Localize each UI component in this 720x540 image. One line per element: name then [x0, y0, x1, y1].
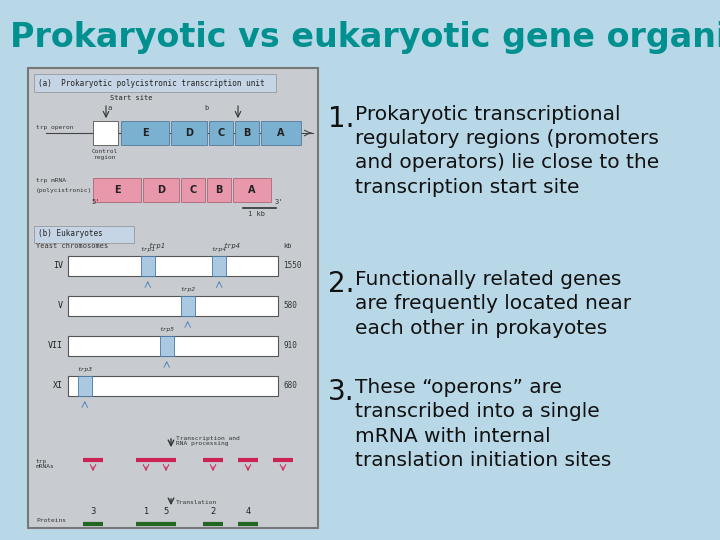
- Text: trp1: trp1: [140, 247, 156, 252]
- Text: 680: 680: [283, 381, 297, 390]
- Text: Functionally related genes
are frequently located near
each other in prokayotes: Functionally related genes are frequentl…: [355, 270, 631, 338]
- Bar: [207, 178, 231, 202]
- Text: trp1: trp1: [148, 243, 165, 249]
- Bar: [34, 74, 276, 92]
- Text: D: D: [185, 128, 193, 138]
- Text: trp3: trp3: [77, 367, 92, 372]
- Text: Translation: Translation: [176, 500, 217, 504]
- Text: b: b: [204, 105, 208, 111]
- Text: a: a: [108, 105, 112, 111]
- Bar: [181, 178, 205, 202]
- Bar: [121, 121, 169, 145]
- Text: C: C: [189, 185, 197, 195]
- Text: 2: 2: [210, 508, 215, 516]
- Bar: [93, 178, 141, 202]
- Bar: [68, 376, 278, 396]
- Text: 910: 910: [283, 341, 297, 350]
- Text: IV: IV: [53, 261, 63, 271]
- Text: (polycistronic): (polycistronic): [36, 188, 92, 193]
- Text: Proteins: Proteins: [36, 517, 66, 523]
- Text: 4: 4: [246, 508, 251, 516]
- Bar: [261, 121, 301, 145]
- Text: 2.: 2.: [328, 270, 354, 298]
- Text: 1550: 1550: [283, 261, 302, 271]
- Text: 1 kb: 1 kb: [248, 211, 265, 217]
- Text: trp operon: trp operon: [36, 125, 73, 130]
- Text: B: B: [243, 128, 251, 138]
- Bar: [34, 226, 134, 243]
- Text: A: A: [277, 128, 284, 138]
- Text: V: V: [58, 301, 63, 310]
- Text: 5: 5: [163, 508, 168, 516]
- Text: 3: 3: [90, 508, 96, 516]
- Text: 1.: 1.: [328, 105, 354, 133]
- Text: Control
region: Control region: [92, 149, 118, 160]
- Bar: [143, 178, 179, 202]
- Bar: [209, 121, 233, 145]
- Text: trp4: trp4: [212, 247, 227, 252]
- Text: 3': 3': [275, 199, 284, 205]
- Text: 580: 580: [283, 301, 297, 310]
- Bar: [68, 256, 278, 276]
- Text: E: E: [142, 128, 148, 138]
- Text: kb: kb: [283, 243, 292, 249]
- Text: 1: 1: [143, 508, 148, 516]
- Text: Yeast chromosomes: Yeast chromosomes: [36, 243, 108, 249]
- Bar: [93, 121, 118, 145]
- Text: Start site: Start site: [110, 95, 153, 101]
- Text: Prokaryotic vs eukaryotic gene organization: Prokaryotic vs eukaryotic gene organizat…: [10, 22, 720, 55]
- Bar: [181, 296, 194, 316]
- Text: trp
mRNAs: trp mRNAs: [36, 458, 55, 469]
- Text: Transcription and
RNA processing: Transcription and RNA processing: [176, 436, 240, 447]
- Bar: [235, 121, 259, 145]
- Text: trp2: trp2: [180, 287, 195, 292]
- Bar: [212, 256, 226, 276]
- Bar: [68, 336, 278, 356]
- Text: trp5: trp5: [159, 327, 174, 332]
- Text: 5': 5': [91, 199, 99, 205]
- Text: VII: VII: [48, 341, 63, 350]
- Text: C: C: [217, 128, 225, 138]
- Text: 3.: 3.: [328, 378, 355, 406]
- Text: XI: XI: [53, 381, 63, 390]
- Text: (a)  Prokaryotic polycistronic transcription unit: (a) Prokaryotic polycistronic transcript…: [38, 78, 265, 87]
- Bar: [233, 178, 271, 202]
- Text: trp4: trp4: [223, 243, 240, 249]
- Bar: [141, 256, 155, 276]
- Text: B: B: [215, 185, 222, 195]
- Text: trp mRNA: trp mRNA: [36, 178, 66, 183]
- Text: A: A: [248, 185, 256, 195]
- Text: Prokaryotic transcriptional
regulatory regions (promoters
and operators) lie clo: Prokaryotic transcriptional regulatory r…: [355, 105, 660, 197]
- Bar: [28, 68, 318, 528]
- Text: E: E: [114, 185, 120, 195]
- Bar: [160, 336, 174, 356]
- Text: D: D: [157, 185, 165, 195]
- Bar: [68, 296, 278, 316]
- Text: These “operons” are
transcribed into a single
mRNA with internal
translation ini: These “operons” are transcribed into a s…: [355, 378, 611, 470]
- Bar: [78, 376, 92, 396]
- Text: (b) Eukaryotes: (b) Eukaryotes: [38, 230, 103, 239]
- Bar: [171, 121, 207, 145]
